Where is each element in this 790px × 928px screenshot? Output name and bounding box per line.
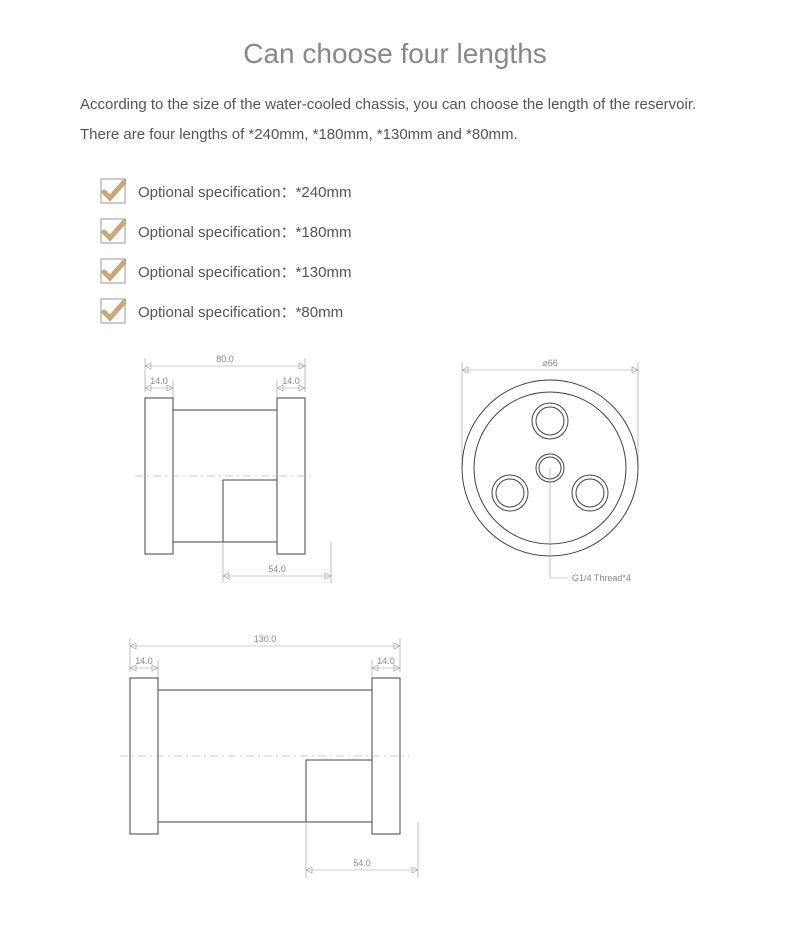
spec-list: Optional specification：*240mm Optional s… xyxy=(0,150,790,324)
check-icon xyxy=(100,218,126,244)
spec-label: Optional specification：*130mm xyxy=(138,261,351,282)
spec-item: Optional specification：*80mm xyxy=(100,298,790,324)
check-icon xyxy=(100,178,126,204)
page-title: Can choose four lengths xyxy=(0,0,790,90)
dim-diameter: ⌀66 xyxy=(542,358,557,368)
dim-overall: 80.0 xyxy=(216,354,234,364)
spec-label: Optional specification：*80mm xyxy=(138,301,343,322)
thread-note: G1/4 Thread*4 xyxy=(572,573,631,583)
dim-bottom-130: 54.0 xyxy=(353,858,371,868)
spec-label: Optional specification：*240mm xyxy=(138,181,351,202)
dim-endcap-left: 14.0 xyxy=(150,376,168,386)
dim-endcap-right-130: 14.0 xyxy=(377,656,395,666)
check-icon xyxy=(100,258,126,284)
diagrams-area: 80.0 14.0 14.0 54.0 ⌀66 G1/4 Thread*4 xyxy=(0,338,790,358)
diagram-side-130: 130.0 14.0 14.0 54.0 xyxy=(100,628,460,928)
check-icon xyxy=(100,298,126,324)
dim-endcap-right: 14.0 xyxy=(282,376,300,386)
dim-bottom: 54.0 xyxy=(268,564,286,574)
dim-overall-130: 130.0 xyxy=(254,634,277,644)
diagram-side-80: 80.0 14.0 14.0 54.0 xyxy=(105,348,365,608)
spec-item: Optional specification：*240mm xyxy=(100,178,790,204)
description-text: According to the size of the water-coole… xyxy=(0,90,790,150)
spec-item: Optional specification：*130mm xyxy=(100,258,790,284)
dim-endcap-left-130: 14.0 xyxy=(135,656,153,666)
spec-label: Optional specification：*180mm xyxy=(138,221,351,242)
diagram-front: ⌀66 G1/4 Thread*4 xyxy=(420,348,680,608)
spec-item: Optional specification：*180mm xyxy=(100,218,790,244)
